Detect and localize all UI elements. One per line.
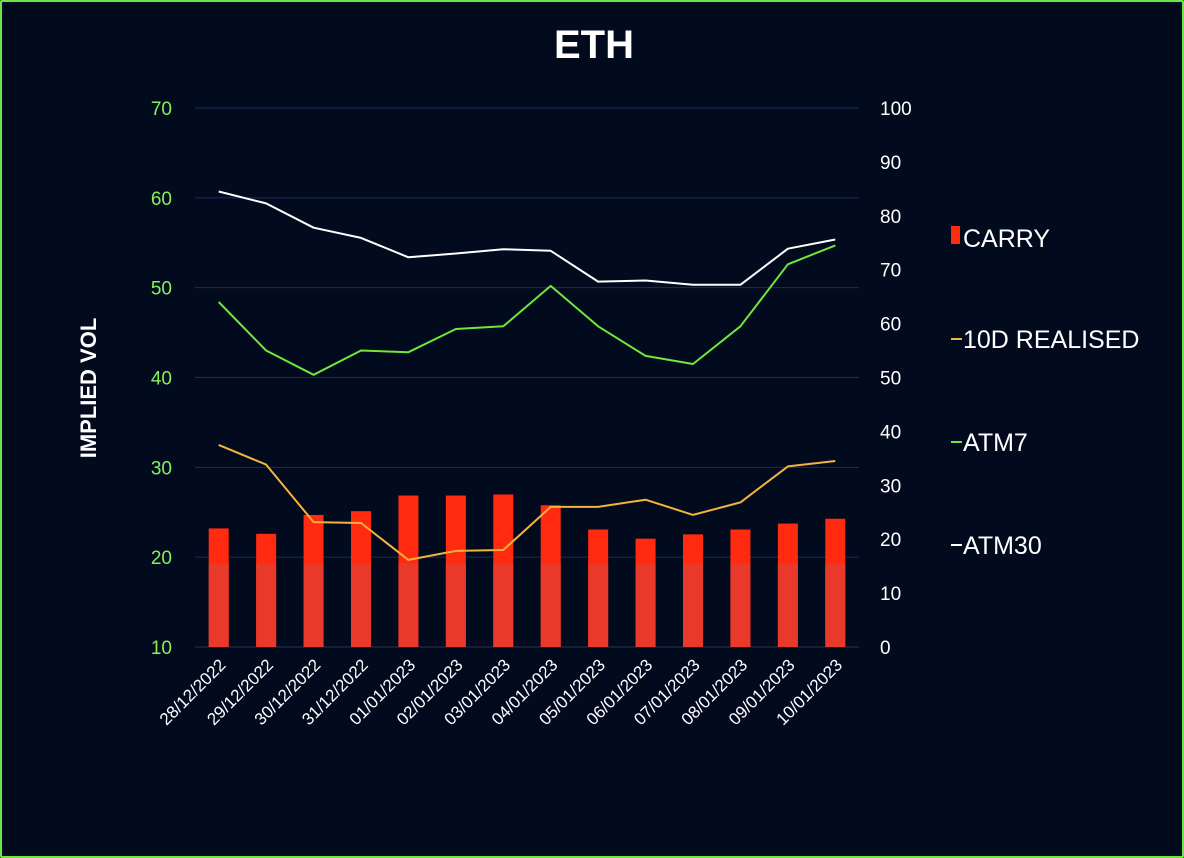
carry-bar-base bbox=[351, 563, 371, 647]
carry-bar-base bbox=[256, 563, 277, 647]
right-axis-ticks: 0 10 20 30 40 50 60 70 80 90 100 bbox=[880, 99, 912, 659]
left-tick-label: 20 bbox=[151, 548, 172, 569]
legend-label: ATM30 bbox=[963, 532, 1042, 560]
right-tick-label: 100 bbox=[880, 99, 912, 120]
carry-bar-base bbox=[777, 563, 798, 647]
right-tick-label: 40 bbox=[880, 422, 901, 443]
carry-bar-base bbox=[303, 563, 324, 647]
right-tick-label: 90 bbox=[880, 153, 901, 174]
chart-title: ETH bbox=[554, 23, 634, 67]
right-tick-label: 10 bbox=[880, 584, 901, 605]
atm7-line bbox=[217, 244, 836, 376]
carry-bar-base bbox=[588, 563, 609, 647]
carry-bar-base bbox=[683, 563, 703, 647]
atm30-line bbox=[218, 190, 836, 286]
left-tick-label: 60 bbox=[151, 189, 172, 210]
legend-label: 10D REALISED bbox=[963, 326, 1139, 354]
right-tick-label: 70 bbox=[880, 261, 901, 282]
left-axis-ticks: 10 20 30 40 50 60 70 bbox=[151, 99, 172, 659]
carry-bar-base bbox=[730, 563, 751, 647]
legend-swatch-carry bbox=[951, 226, 960, 244]
carry-bar-base bbox=[398, 563, 419, 647]
legend-label: CARRY bbox=[963, 225, 1050, 253]
right-tick-label: 80 bbox=[880, 207, 901, 228]
carry-bar-base bbox=[208, 563, 229, 647]
10d-realised-line bbox=[218, 443, 836, 561]
carry-bar-base bbox=[493, 563, 514, 647]
carry-bar-base bbox=[635, 563, 656, 647]
x-axis-ticks: 28/12/202229/12/202230/12/202231/12/2022… bbox=[156, 655, 846, 729]
right-tick-label: 60 bbox=[880, 315, 901, 336]
left-tick-label: 70 bbox=[151, 99, 172, 120]
carry-bar-base bbox=[825, 563, 846, 647]
legend: CARRY 10D REALISED ATM7 ATM30 bbox=[951, 225, 1139, 560]
gridlines bbox=[195, 107, 859, 648]
left-tick-label: 40 bbox=[151, 369, 172, 390]
carry-bar-base bbox=[540, 563, 561, 647]
carry-bars bbox=[208, 494, 846, 647]
right-tick-label: 0 bbox=[880, 638, 891, 659]
left-tick-label: 10 bbox=[151, 638, 172, 659]
left-tick-label: 30 bbox=[151, 458, 172, 479]
y-axis-label: IMPLIED VOL bbox=[76, 318, 101, 459]
left-tick-label: 50 bbox=[151, 279, 172, 300]
legend-label: ATM7 bbox=[963, 429, 1028, 457]
right-tick-label: 50 bbox=[880, 369, 901, 390]
series-lines bbox=[217, 190, 836, 561]
right-tick-label: 30 bbox=[880, 476, 901, 497]
right-tick-label: 20 bbox=[880, 530, 901, 551]
carry-bar-base bbox=[445, 563, 466, 647]
